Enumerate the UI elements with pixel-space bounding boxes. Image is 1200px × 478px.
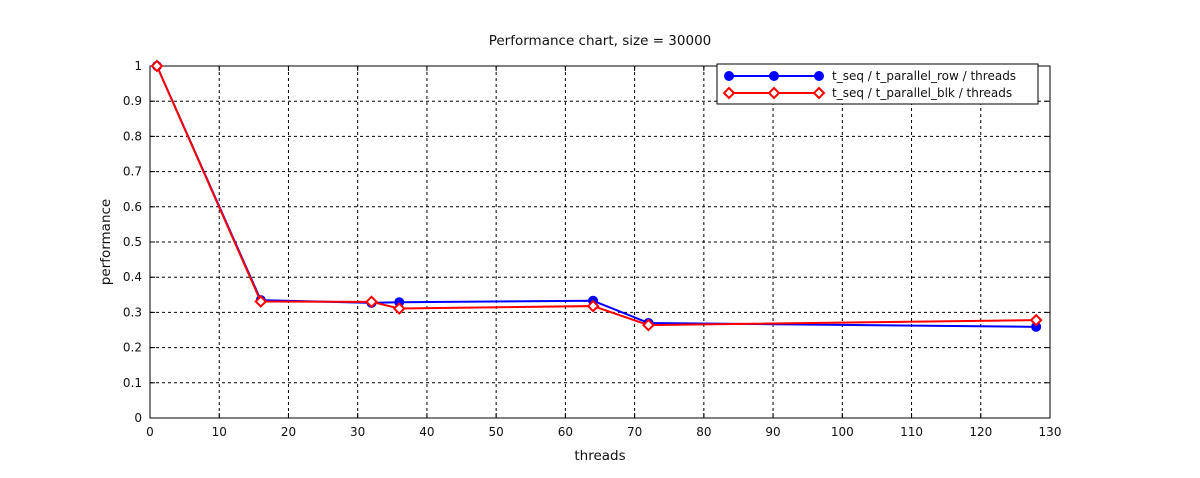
x-tick-label: 70 [627, 425, 642, 439]
series-group [150, 59, 1043, 332]
legend-label: t_seq / t_parallel_row / threads [832, 69, 1016, 83]
y-tick-label: 0.4 [123, 270, 142, 284]
y-tick-label: 0.7 [123, 165, 142, 179]
series-2-point [642, 318, 655, 332]
y-tick-label: 1 [134, 59, 142, 73]
legend-swatch-marker [724, 71, 734, 81]
legend-swatch-marker [814, 71, 824, 81]
x-tick-label: 10 [212, 425, 227, 439]
legend-swatch-marker [812, 86, 826, 100]
x-tick-label: 30 [350, 425, 365, 439]
series-2-point [150, 59, 164, 73]
legend: t_seq / t_parallel_row / threads t_seq / … [716, 63, 1039, 105]
series-2-point [254, 295, 268, 308]
y-tick-label: 0.6 [123, 200, 142, 214]
y-tick-label: 0.9 [123, 94, 142, 108]
x-tick-label: 130 [1039, 425, 1062, 439]
x-tick-label: 90 [765, 425, 780, 439]
axis-ticks: 0 10 20 30 40 50 60 70 80 90 100 110 120 130 0 0.1 0.2 0.… [123, 59, 1062, 439]
legend-entry-2: t_seq / t_parallel_blk / threads [722, 86, 1012, 100]
x-tick-label: 100 [831, 425, 854, 439]
series-2-point [392, 302, 406, 315]
chart-title: Performance chart, size = 30000 [489, 33, 712, 49]
y-axis-label: performance [98, 199, 114, 285]
series-2-point [1029, 313, 1043, 327]
legend-entry-1: t_seq / t_parallel_row / threads [724, 69, 1016, 83]
x-tick-label: 20 [281, 425, 296, 439]
x-tick-label: 60 [558, 425, 573, 439]
grid [150, 66, 1050, 418]
x-tick-label: 40 [419, 425, 434, 439]
y-tick-label: 0.2 [123, 341, 142, 355]
series-2-point [586, 299, 600, 313]
series-1-line [156, 65, 1037, 328]
x-tick-label: 110 [900, 425, 923, 439]
series-2-point [365, 295, 378, 309]
y-tick-label: 0.1 [123, 376, 142, 390]
x-tick-label: 0 [146, 425, 154, 439]
y-tick-label: 0.8 [123, 129, 142, 143]
x-tick-label: 50 [489, 425, 504, 439]
legend-swatch-marker [769, 71, 779, 81]
x-tick-label: 120 [969, 425, 992, 439]
x-axis-label: threads [574, 448, 625, 464]
legend-box [716, 63, 1039, 105]
legend-label: t_seq / t_parallel_blk / threads [832, 86, 1012, 100]
legend-swatch-marker [767, 86, 781, 100]
x-tick-label: 80 [696, 425, 711, 439]
y-tick-label: 0.5 [123, 235, 142, 249]
legend-swatch-marker [722, 86, 736, 100]
y-tick-label: 0.3 [123, 305, 142, 319]
series-2 [150, 59, 1043, 332]
y-tick-label: 0 [134, 411, 142, 425]
